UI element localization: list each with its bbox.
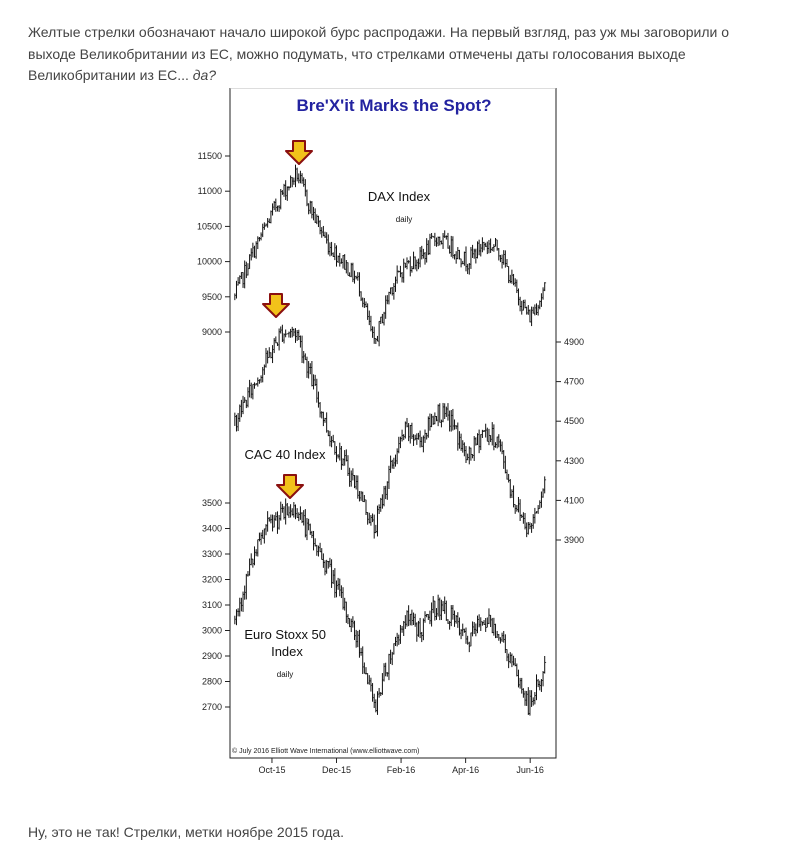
dax-label: DAX Index: [368, 189, 431, 204]
copyright-notice: © July 2016 Elliott Wave International (…: [232, 747, 419, 755]
cac40-label: CAC 40 Index: [245, 447, 326, 462]
y-tick-label-4700: 4700: [564, 377, 584, 387]
y-tick-label-9500: 9500: [202, 292, 222, 302]
x-tick-label-dec-15: Dec-15: [322, 765, 351, 775]
eurostoxx-label: Euro Stoxx 50 Index: [244, 627, 329, 659]
eurostoxx-sublabel: daily: [277, 670, 293, 679]
y-tick-label-3900: 3900: [564, 535, 584, 545]
dax-panel: 9000 9500 10000 10500 11000 11500: [197, 140, 547, 347]
chart-canvas: Bre'X'it Marks the Spot? Oct-15 Dec-15 Feb…: [184, 88, 596, 778]
dax-sublabel: daily: [396, 215, 412, 224]
x-tick-label-feb-16: Feb-16: [387, 765, 416, 775]
x-tick-label-jun-16: Jun-16: [516, 765, 544, 775]
y-tick-label-2800: 2800: [202, 677, 222, 687]
y-tick-label-4300: 4300: [564, 456, 584, 466]
down-arrow-icon: [262, 293, 290, 318]
eurostoxx-panel: 2700 2800 2900 3000 3100 3200 3300 3400 3500: [202, 474, 547, 716]
brexit-chart: Bre'X'it Marks the Spot? Oct-15 Dec-15 Feb…: [184, 88, 596, 778]
y-tick-label-3100: 3100: [202, 600, 222, 610]
y-tick-label-3200: 3200: [202, 575, 222, 585]
y-tick-label-2700: 2700: [202, 702, 222, 712]
down-arrow-icon: [285, 140, 313, 165]
y-tick-label-3400: 3400: [202, 524, 222, 534]
chart-background: [184, 88, 596, 778]
intro-text: Желтые стрелки обозначают начало широкой…: [28, 24, 730, 83]
down-arrow-icon: [276, 474, 304, 499]
x-axis: Oct-15 Dec-15 Feb-16 Apr-16 Jun-16: [258, 758, 544, 775]
chart-title: Bre'X'it Marks the Spot?: [296, 96, 491, 115]
y-tick-label-9000: 9000: [202, 327, 222, 337]
eurostoxx-label-line2: Index: [271, 644, 303, 659]
outro-paragraph: Ну, это не так! Стрелки, метки ноябре 20…: [28, 824, 345, 840]
x-tick-label-apr-16: Apr-16: [452, 765, 479, 775]
y-tick-label-4500: 4500: [564, 416, 584, 426]
y-tick-label-10500: 10500: [197, 221, 222, 231]
y-tick-label-11000: 11000: [198, 186, 222, 196]
y-tick-label-3300: 3300: [202, 549, 222, 559]
y-tick-label-3000: 3000: [202, 626, 222, 636]
y-tick-label-10000: 10000: [197, 257, 222, 267]
intro-emphasis: да?: [192, 67, 217, 83]
x-tick-label-oct-15: Oct-15: [258, 765, 285, 775]
y-tick-label-4900: 4900: [564, 337, 584, 347]
plot-frame: [229, 88, 557, 759]
intro-paragraph: Желтые стрелки обозначают начало широкой…: [28, 22, 778, 87]
y-tick-label-2900: 2900: [202, 651, 222, 661]
y-tick-label-3500: 3500: [202, 498, 222, 508]
y-tick-label-4100: 4100: [564, 495, 584, 505]
cac40-panel: 3900 4100 4300 4500 4700 4900: [234, 293, 584, 545]
y-tick-label-11500: 11500: [198, 151, 222, 161]
eurostoxx-label-line1: Euro Stoxx 50: [244, 627, 326, 642]
